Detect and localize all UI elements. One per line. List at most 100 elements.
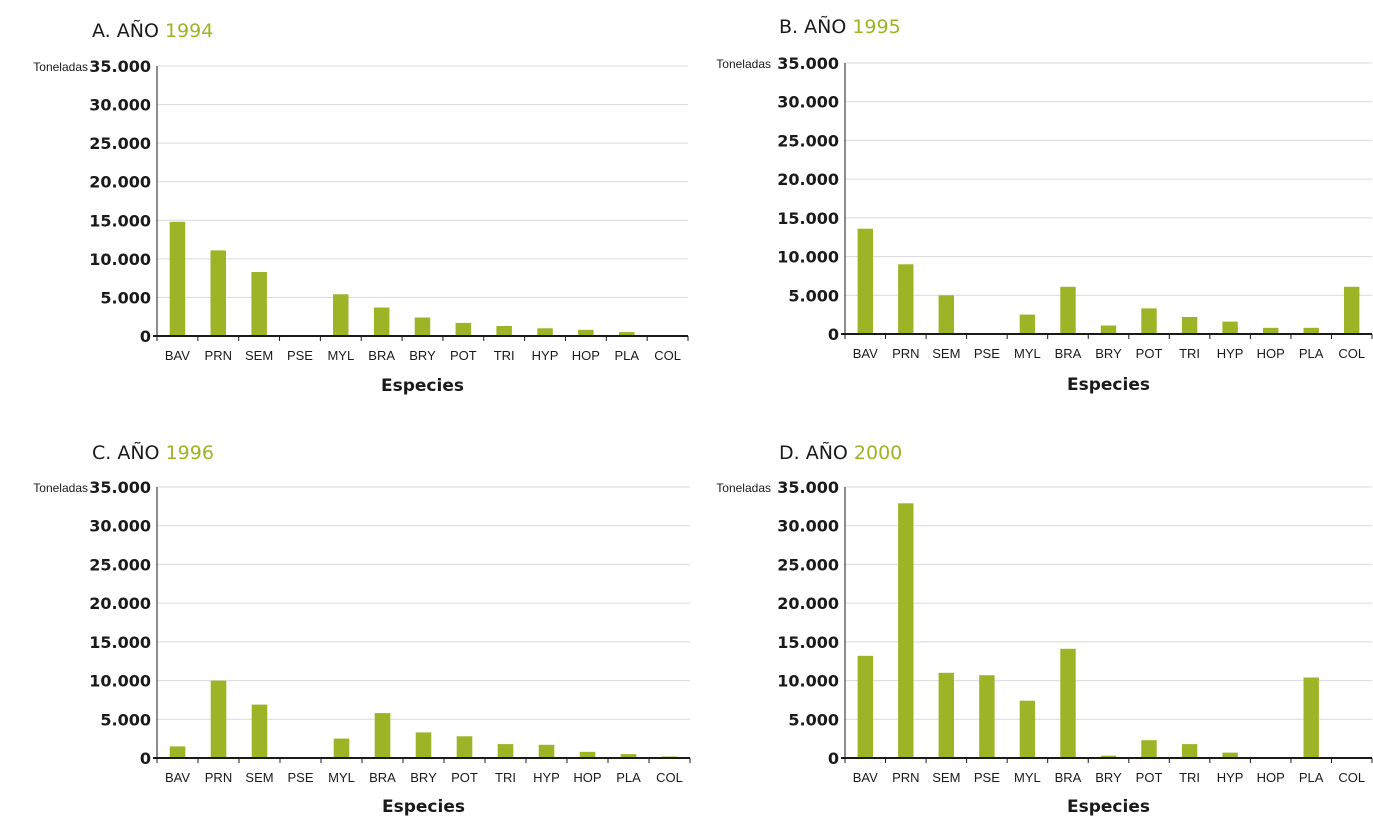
bar-hyp [537,328,553,336]
bar-hop [1263,327,1279,334]
chart-title-year: 1994 [165,20,213,42]
y-tick-label: 15.000 [89,633,151,652]
x-tick-label: HYP [1217,346,1244,361]
bar-pla [619,332,635,336]
x-tick-label: PLA [1299,770,1324,785]
x-tick-label: SEM [932,346,960,361]
x-tick-label: TRI [1179,770,1200,785]
y-unit-label: Toneladas [716,481,771,495]
x-tick-label: HOP [1257,346,1285,361]
y-tick-label: 0 [140,749,151,768]
x-tick-label: MYL [327,348,354,363]
x-tick-label: BRA [368,348,395,363]
bar-pot [455,322,472,336]
chart-title: B. AÑO 1995 [779,15,901,38]
x-tick-label: COL [1338,346,1365,361]
y-tick-label: 0 [828,749,839,768]
bar-sem [938,672,954,758]
y-tick-label: 5.000 [100,288,151,307]
bar-bra [373,307,390,336]
y-tick-label: 5.000 [788,286,839,305]
y-tick-label: 5.000 [100,710,151,729]
y-tick-label: 30.000 [777,517,839,536]
bar-prn [898,264,914,334]
bar-myl [333,294,349,336]
y-tick-label: 35.000 [777,478,839,497]
y-tick-label: 10.000 [777,248,839,267]
bar-col [1344,286,1360,334]
chart-title: A. AÑO 1994 [92,19,213,42]
x-tick-label: BRA [1055,346,1082,361]
bar-tri [1181,744,1198,758]
y-tick-label: 20.000 [777,170,839,189]
bar-bra [1060,286,1076,334]
bar-bry [414,317,431,336]
x-tick-label: HYP [533,770,560,785]
bar-myl [1019,314,1036,334]
x-tick-label: BAV [165,348,190,363]
x-tick-label: POT [1136,770,1163,785]
chart-title: C. AÑO 1996 [92,441,214,464]
x-tick-label: POT [1136,346,1163,361]
x-tick-label: COL [656,770,683,785]
y-tick-label: 20.000 [89,594,151,613]
x-axis-title: Especies [381,376,464,396]
x-tick-label: SEM [245,348,273,363]
y-unit-label: Toneladas [33,60,88,74]
chart-panel-1996: C. AÑO 1996 Toneladas 0 5.000 10.000 15.000 20… [33,441,691,816]
x-tick-label: HOP [573,770,601,785]
y-tick-label: 10.000 [89,250,151,269]
bar-hop [578,329,594,336]
y-tick-label: 0 [828,325,839,344]
x-tick-label: BAV [853,346,878,361]
bar-bry [1100,755,1117,758]
x-tick-label: PLA [1299,346,1324,361]
y-tick-label: 30.000 [89,96,151,115]
bar-sem [251,704,268,758]
y-tick-label: 25.000 [777,131,839,150]
x-tick-label: HYP [532,348,559,363]
bar-bry [415,732,432,758]
bar-sem [938,295,954,334]
chart-title-prefix: B. AÑO [779,15,852,38]
x-tick-label: PRN [892,770,919,785]
bar-sem [251,272,267,336]
chart-panel-2000: D. AÑO 2000 Toneladas 0 5.000 10.000 15.000 20… [716,441,1373,816]
x-tick-label: TRI [495,770,516,785]
y-tick-label: 25.000 [89,555,151,574]
chart-title-prefix: D. AÑO [779,441,854,464]
x-tick-label: MYL [328,770,355,785]
x-tick-label: BAV [853,770,878,785]
y-tick-label: 30.000 [89,517,151,536]
x-axis-title: Especies [1067,797,1150,816]
y-tick-label: 20.000 [89,173,151,192]
bar-pse [979,675,995,758]
x-tick-label: MYL [1014,770,1041,785]
x-axis-title: Especies [1067,375,1150,395]
chart-title: D. AÑO 2000 [779,441,902,464]
bar-hyp [538,744,555,758]
bar-prn [210,250,226,336]
bar-bav [857,655,873,758]
y-tick-label: 10.000 [89,672,151,691]
x-tick-label: BRA [1055,770,1082,785]
bar-pot [456,736,473,758]
x-tick-label: PSE [974,770,1000,785]
x-tick-label: POT [450,348,477,363]
bar-hop [579,751,596,758]
y-tick-label: 35.000 [777,54,839,73]
x-tick-label: COL [1338,770,1365,785]
bar-bav [169,746,186,758]
bar-prn [898,503,914,758]
bar-pot [1141,308,1157,334]
y-tick-label: 15.000 [777,209,839,228]
y-tick-label: 20.000 [777,594,839,613]
chart-title-year: 2000 [854,442,902,464]
bar-tri [497,744,514,758]
x-tick-label: COL [654,348,681,363]
bar-bra [374,713,391,758]
y-tick-label: 25.000 [89,134,151,153]
y-unit-label: Toneladas [716,57,771,71]
y-tick-label: 0 [140,327,151,346]
